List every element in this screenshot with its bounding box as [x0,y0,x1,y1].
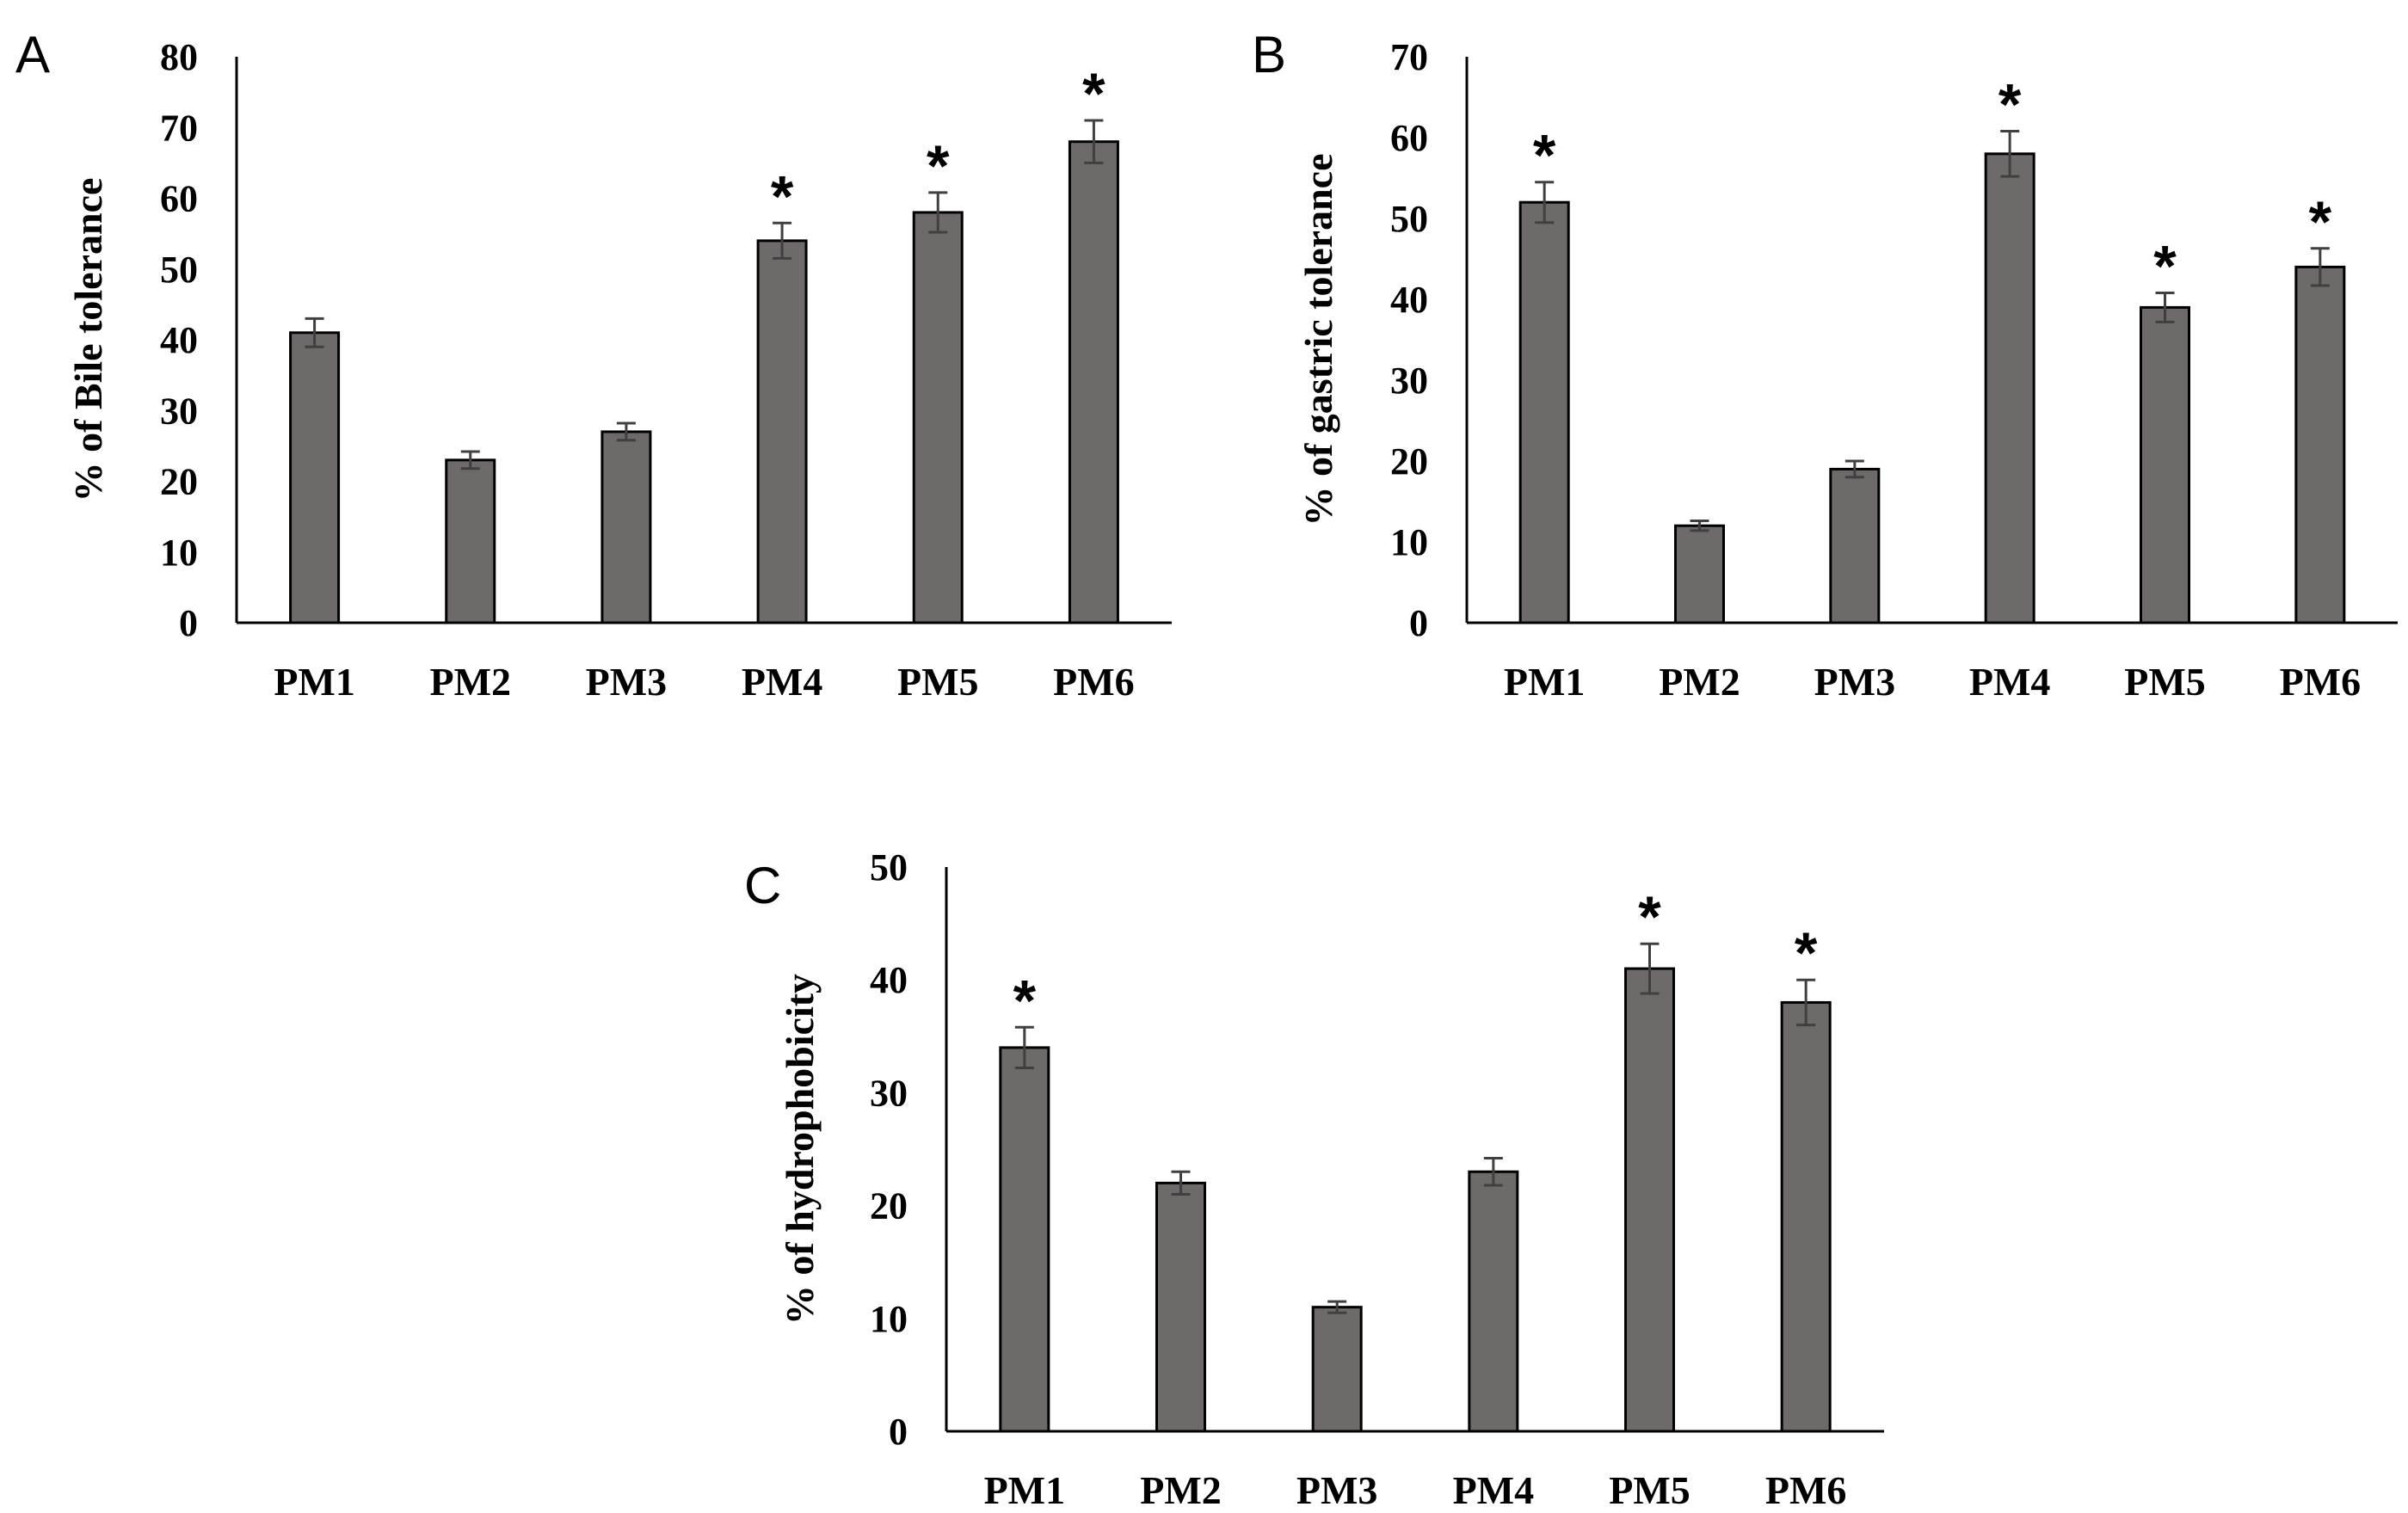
chart-b-error-bar-pm1 [1535,181,1555,224]
chart-a-bar-pm6 [1068,140,1119,624]
chart-a-bar-pm1 [289,331,341,624]
chart-a-x-tick-label-pm3: PM3 [586,660,668,704]
chart-b-y-tick-label: 70 [1390,36,1428,78]
chart-a-y-tick-label: 30 [160,390,198,432]
chart-b-error-bar-pm6 [2310,247,2330,287]
chart-c-y-tick-label: 50 [870,846,908,889]
chart-a-y-tick-label: 0 [179,602,198,644]
chart-c-bar-pm1 [999,1046,1050,1433]
chart-b-bar-pm5 [2140,305,2190,624]
chart-c-error-bar-pm3 [1327,1300,1347,1314]
chart-b-error-bar-pm2 [1690,520,1709,532]
chart-a-y-tick-label: 10 [160,532,198,574]
chart-b-bar-pm4 [1984,152,2035,624]
chart-b-bar-pm1 [1518,200,1570,624]
chart-b-bar-pm6 [2294,265,2346,624]
chart-b-x-tick-label-pm4: PM4 [1969,660,2051,704]
chart-b-x-tick-label-pm1: PM1 [1504,660,1586,704]
chart-a-error-bar-pm3 [616,421,636,442]
chart-b-y-tick-label: 40 [1390,279,1428,321]
chart-b-bar-pm3 [1829,467,1881,624]
chart-b-significance-marker-pm4: * [1998,71,2022,137]
chart-c-x-tick-label-pm6: PM6 [1765,1468,1847,1512]
chart-a-y-tick-label: 50 [160,249,198,291]
chart-a-bar-pm3 [600,430,652,624]
chart-a-panel-letter: A [15,26,50,83]
chart-c-error-bar-pm6 [1796,978,1816,1027]
chart-a-error-bar-pm5 [928,191,948,234]
chart-b-significance-marker-pm1: * [1533,123,1556,188]
chart-a-x-tick-label-pm5: PM5 [897,660,979,704]
chart-b-y-tick-label: 60 [1390,117,1428,159]
chart-b-y-axis-title: % of gastric tolerance [1296,153,1340,526]
chart-a-error-bar-pm2 [460,450,480,471]
chart-b-x-tick-label-pm2: PM2 [1659,660,1740,704]
chart-b-error-bar-pm5 [2155,291,2175,323]
chart-c-error-bar-pm1 [1014,1025,1034,1070]
chart-c-y-tick-label: 30 [870,1072,908,1114]
chart-b-error-bar-pm3 [1844,459,1864,479]
chart-c-bar-pm4 [1468,1170,1519,1433]
chart-b-significance-marker-pm6: * [2309,189,2332,255]
chart-a-x-tick-label-pm2: PM2 [429,660,511,704]
chart-b-y-tick-label: 30 [1390,360,1428,402]
chart-a-bar-pm5 [912,211,964,624]
chart-c-significance-marker-pm6: * [1795,920,1818,986]
chart-c-significance-marker-pm5: * [1638,884,1661,950]
chart-c-significance-marker-pm1: * [1013,968,1037,1033]
chart-a-error-bar-pm1 [305,317,324,348]
chart-a-x-tick-label-pm1: PM1 [274,660,355,704]
chart-c-y-tick-label: 40 [870,959,908,1001]
chart-c-y-axis-title: % of hydrophobicity [778,974,822,1325]
chart-b-error-bar-pm4 [2000,129,2020,178]
chart-b-y-tick-label: 50 [1390,198,1428,240]
chart-c-x-tick-label-pm3: PM3 [1296,1468,1378,1512]
chart-c-bar-pm6 [1780,1000,1832,1433]
chart-c-error-bar-pm4 [1483,1157,1503,1187]
chart-c-x-tick-label-pm4: PM4 [1453,1468,1535,1512]
chart-a-y-tick-label: 60 [160,178,198,220]
chart-b-y-tick-label: 20 [1390,440,1428,483]
chart-c-x-tick-label-pm5: PM5 [1609,1468,1691,1512]
chart-a-y-tick-label: 80 [160,36,198,78]
chart-b-x-tick-label-pm6: PM6 [2280,660,2362,704]
chart-a-y-tick-label: 40 [160,319,198,361]
chart-c-y-tick-label: 0 [889,1411,908,1453]
chart-b-panel-letter: B [1252,26,1286,83]
chart-c-panel-letter: C [744,857,781,914]
chart-a-x-tick-label-pm6: PM6 [1053,660,1135,704]
chart-a-bar-pm2 [445,458,496,624]
chart-b-significance-marker-pm5: * [2153,233,2177,298]
chart-a-error-bar-pm4 [773,221,792,260]
chart-a-error-bar-pm6 [1084,119,1104,164]
chart-b-x-tick-label-pm5: PM5 [2124,660,2206,704]
chart-c-x-tick-label-pm1: PM1 [984,1468,1066,1512]
chart-b-y-tick-label: 10 [1390,521,1428,563]
chart-c-bar-pm3 [1311,1306,1363,1433]
chart-c-x-tick-label-pm2: PM2 [1140,1468,1222,1512]
chart-b-x-tick-label-pm3: PM3 [1814,660,1896,704]
chart-a-x-tick-label-pm4: PM4 [742,660,823,704]
chart-c-y-tick-label: 10 [870,1298,908,1340]
chart-c-error-bar-pm2 [1171,1170,1191,1196]
chart-b-bar-pm2 [1674,524,1725,624]
chart-a-y-tick-label: 70 [160,107,198,149]
chart-c-bar-pm2 [1155,1181,1206,1433]
chart-a-significance-marker-pm6: * [1082,61,1105,126]
chart-a-significance-marker-pm5: * [927,133,950,199]
chart-b-y-tick-label: 0 [1409,602,1428,644]
chart-a-significance-marker-pm4: * [771,163,794,229]
chart-a-y-tick-label: 20 [160,461,198,503]
chart-a-y-axis-title: % of Bile tolerance [66,178,110,502]
chart-a-bar-pm4 [756,239,808,624]
chart-c-bar-pm5 [1624,967,1675,1433]
chart-c-error-bar-pm5 [1640,942,1660,995]
chart-c-y-tick-label: 20 [870,1185,908,1227]
